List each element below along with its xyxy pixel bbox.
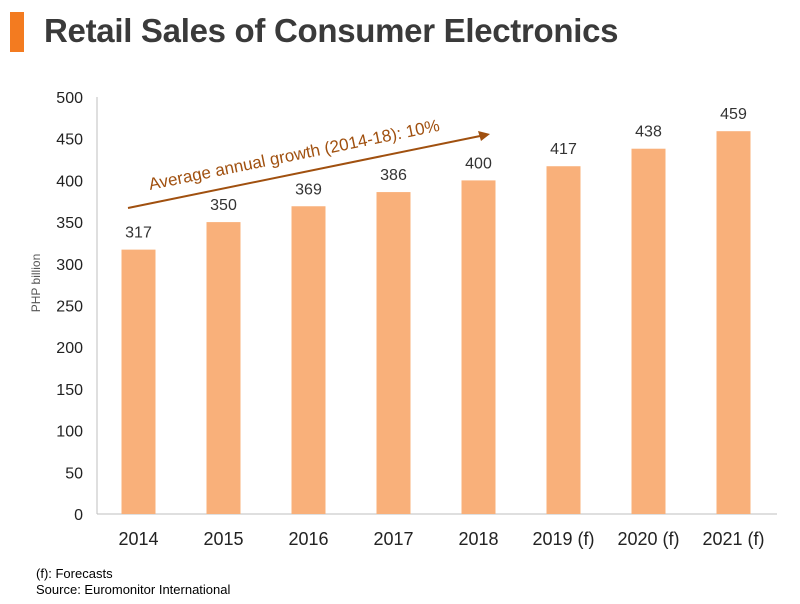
x-tick-label: 2015 (203, 529, 243, 549)
y-tick-label: 350 (56, 215, 83, 232)
data-label: 459 (720, 106, 747, 123)
x-tick-label: 2016 (288, 529, 328, 549)
bar-2018 (461, 180, 496, 514)
title-accent-bar (10, 12, 24, 52)
x-tick-label: 2021 (f) (702, 529, 764, 549)
data-label: 438 (635, 124, 662, 141)
bar-2021 (f) (716, 131, 751, 514)
x-tick-label: 2020 (f) (617, 529, 679, 549)
y-tick-label: 250 (56, 299, 83, 316)
data-label: 400 (465, 155, 492, 172)
data-label: 369 (295, 181, 322, 198)
y-tick-label: 300 (56, 257, 83, 274)
data-label: 350 (210, 197, 237, 214)
y-tick-label: 500 (56, 90, 83, 107)
source-note: Source: Euromonitor International (36, 582, 231, 597)
y-axis-label: PHP billion (29, 254, 43, 312)
bar-2016 (291, 206, 326, 514)
x-tick-label: 2017 (373, 529, 413, 549)
growth-arrow-line (127, 134, 483, 209)
bar-2015 (206, 222, 241, 514)
y-tick-label: 200 (56, 340, 83, 357)
y-tick-label: 0 (74, 507, 83, 524)
bar-2017 (376, 192, 411, 515)
y-tick-label: 150 (56, 382, 83, 399)
bar-2020 (f) (631, 148, 666, 514)
page-title: Retail Sales of Consumer Electronics (44, 12, 619, 49)
x-tick-label: 2019 (f) (532, 529, 594, 549)
forecast-note: (f): Forecasts (36, 566, 113, 581)
y-tick-label: 100 (56, 424, 83, 441)
data-label: 317 (125, 225, 152, 242)
y-tick-label: 400 (56, 173, 83, 190)
bar-2014 (121, 249, 156, 514)
growth-arrow-head (478, 131, 490, 141)
y-tick-label: 50 (65, 465, 83, 482)
data-label: 386 (380, 167, 407, 184)
x-tick-label: 2014 (118, 529, 158, 549)
bar-2019 (f) (546, 166, 581, 515)
data-label: 417 (550, 141, 577, 158)
y-tick-label: 450 (56, 132, 83, 149)
x-tick-label: 2018 (458, 529, 498, 549)
